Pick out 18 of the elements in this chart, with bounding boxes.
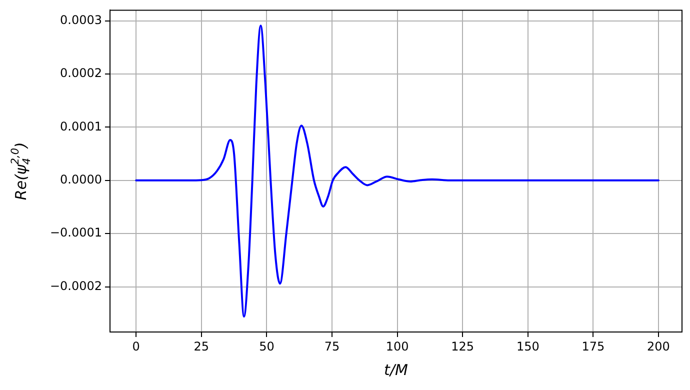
y-tick-label: 0.0001 (60, 119, 102, 134)
y-axis-title: Re(ψ2,04) (10, 142, 33, 200)
y-tick-label: −0.0002 (50, 278, 102, 293)
y-tick-label: −0.0001 (50, 226, 102, 240)
x-tick-label: 25 (194, 339, 210, 354)
x-tick-label: 125 (451, 339, 474, 354)
x-tick-label: 100 (386, 339, 409, 354)
x-tick-label: 50 (259, 339, 274, 354)
x-tick-label: 0 (132, 339, 140, 354)
x-tick-label: 175 (582, 339, 605, 354)
x-tick-label: 75 (324, 339, 340, 354)
x-axis-title: t/M (384, 360, 408, 379)
x-tick-label: 200 (647, 339, 670, 354)
y-tick-label: 0.0003 (60, 12, 102, 27)
y-tick-label: 0.0002 (60, 66, 102, 80)
y-tick-label: 0.0000 (60, 172, 102, 187)
x-tick-label: 150 (516, 339, 540, 354)
line-series (135, 24, 660, 318)
